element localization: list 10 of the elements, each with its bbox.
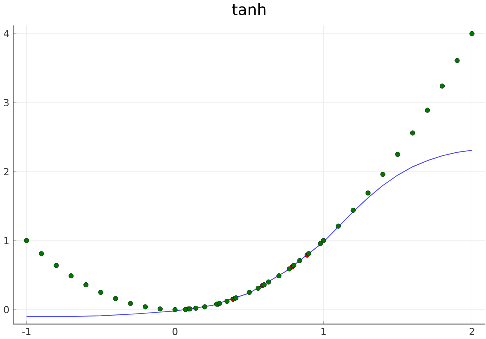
y-tick-label: 4 (4, 30, 10, 38)
x-tick-label: 1 (322, 328, 326, 336)
x-tick-label: -1 (22, 328, 31, 336)
y-tick-label: 1 (4, 237, 9, 244)
chart-title: tanh (232, 4, 266, 16)
y-tick-label: 2 (4, 168, 9, 176)
x-tick-label: 2 (470, 328, 474, 336)
x-tick-label: 0 (172, 328, 178, 336)
y-tick-label: 0 (4, 306, 10, 314)
y-tick-label: 3 (4, 99, 9, 107)
